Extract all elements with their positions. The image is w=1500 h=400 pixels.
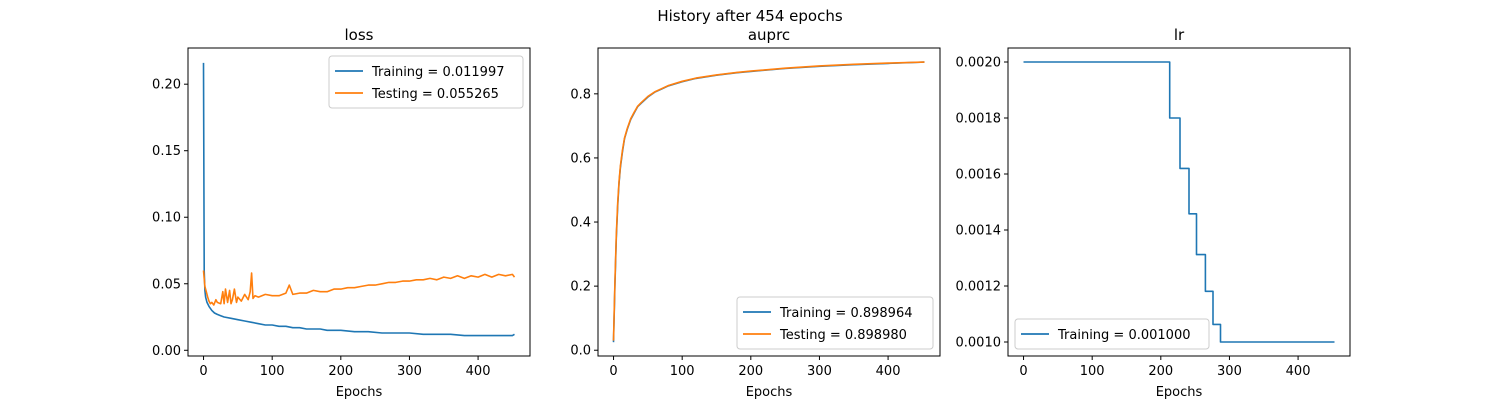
x-tick-label: 0 xyxy=(1019,364,1027,379)
subplot-lr: lr 0 100 200 300 400 0.0010 0.0012 0.0014 0.0016 0… xyxy=(956,26,1351,400)
x-tick-label: 0 xyxy=(199,364,207,379)
y-tick-label: 0.10 xyxy=(152,211,181,226)
y-tick-label: 0.00 xyxy=(152,344,181,359)
series-line-testing xyxy=(612,61,925,341)
legend: Training = 0.011997 Testing = 0.055265 xyxy=(328,55,524,109)
legend-box xyxy=(328,55,524,109)
x-tick-label: 400 xyxy=(876,364,901,379)
legend-label: Training = 0.011997 xyxy=(371,65,504,80)
x-axis-label: Epochs xyxy=(336,385,383,400)
x-tick-label: 200 xyxy=(738,364,763,379)
legend-box xyxy=(736,296,934,350)
legend-box xyxy=(1014,318,1210,350)
subplot-title: loss xyxy=(345,26,374,44)
x-axis-label: Epochs xyxy=(746,385,793,400)
legend-label: Testing = 0.055265 xyxy=(371,87,499,102)
y-tick-label: 0.0014 xyxy=(956,224,1002,239)
y-tick-label: 0.15 xyxy=(152,144,181,159)
x-axis-label: Epochs xyxy=(1156,385,1203,400)
x-tick-label: 400 xyxy=(466,364,491,379)
x-tick-label: 0 xyxy=(609,364,617,379)
y-tick-label: 0.0018 xyxy=(956,112,1002,127)
x-tick-label: 100 xyxy=(1080,364,1105,379)
x-tick-label: 300 xyxy=(397,364,422,379)
subplot-auprc: auprc 0 100 200 300 400 0.0 0.2 0.4 0.6 0.8 Epochs T… xyxy=(570,26,941,400)
y-tick-label: 0.0010 xyxy=(956,336,1002,351)
series-line-training xyxy=(202,62,515,337)
y-tick-label: 0.2 xyxy=(570,280,591,295)
x-tick-label: 100 xyxy=(260,364,285,379)
subplot-title: lr xyxy=(1174,26,1185,44)
y-tick-label: 0.4 xyxy=(570,216,591,231)
legend: Training = 0.898964 Testing = 0.898980 xyxy=(736,296,934,350)
y-tick-label: 0.8 xyxy=(570,87,591,102)
x-tick-label: 200 xyxy=(328,364,353,379)
legend-label: Training = 0.898964 xyxy=(779,306,912,321)
series-line-testing xyxy=(202,270,516,306)
y-tick-label: 0.0020 xyxy=(956,56,1002,71)
legend-label: Testing = 0.898980 xyxy=(779,328,907,343)
x-tick-label: 300 xyxy=(1217,364,1242,379)
y-tick-label: 0.0 xyxy=(570,344,591,359)
legend-label: Training = 0.001000 xyxy=(1057,328,1190,343)
subplot-loss: loss 0 100 200 300 400 0.00 0.05 0.10 0.15 0.20 Epo… xyxy=(152,26,531,400)
subplot-title: auprc xyxy=(748,26,790,44)
y-tick-label: 0.0012 xyxy=(956,280,1002,295)
figure-suptitle: History after 454 epochs xyxy=(657,7,842,25)
x-tick-label: 200 xyxy=(1148,364,1173,379)
y-tick-label: 0.20 xyxy=(152,78,181,93)
legend: Training = 0.001000 xyxy=(1014,318,1210,350)
x-tick-label: 300 xyxy=(807,364,832,379)
x-tick-label: 400 xyxy=(1286,364,1311,379)
y-tick-label: 0.05 xyxy=(152,277,181,292)
y-tick-label: 0.6 xyxy=(570,151,591,166)
y-tick-label: 0.0016 xyxy=(956,168,1002,183)
axes-frame xyxy=(1007,47,1351,357)
x-tick-label: 100 xyxy=(670,364,695,379)
series-line-training xyxy=(1023,61,1335,343)
